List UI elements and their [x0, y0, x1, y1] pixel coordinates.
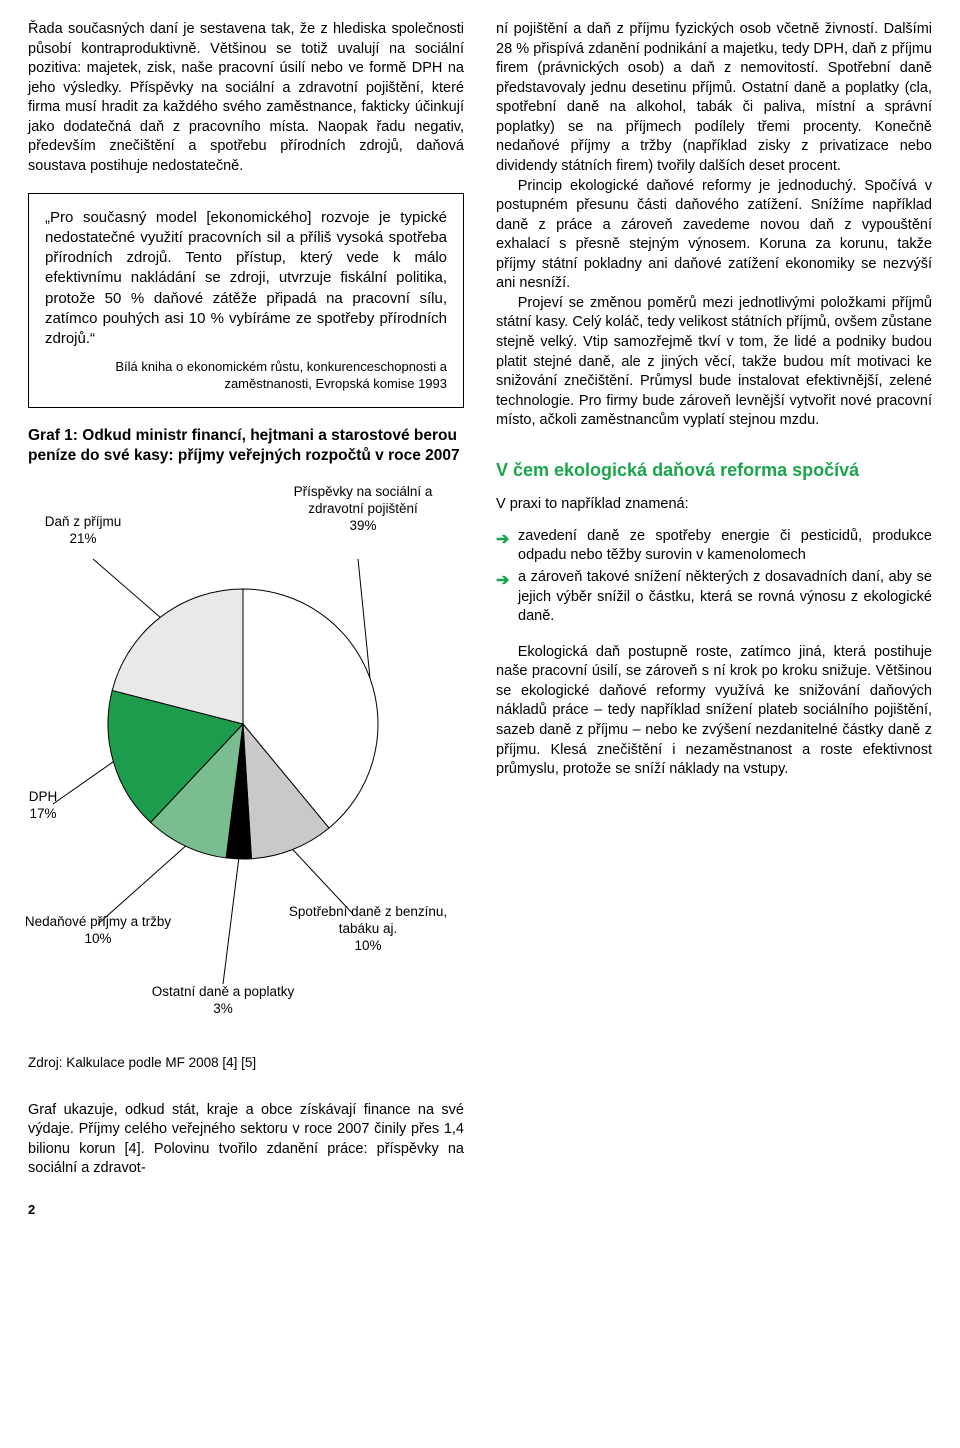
lead-in-text: V praxi to například znamená: [496, 495, 932, 515]
pie-chart: Daň z příjmu 21% Příspěvky na sociální a… [28, 484, 464, 1044]
body-paragraph: Graf ukazuje, odkud stát, kraje a obce z… [28, 1101, 464, 1179]
two-column-layout: Řada současných daní je sestavena tak, ž… [28, 20, 932, 1218]
body-paragraph: ní pojištění a daň z příjmu fyzických os… [496, 20, 932, 177]
arrow-right-icon: ➔ [496, 570, 509, 592]
pie-chart-svg [28, 484, 468, 1044]
list-item: ➔ zavedení daně ze spotřeby energie či p… [496, 527, 932, 566]
pull-quote-citation: Bílá kniha o ekonomickém růstu, konkuren… [45, 359, 447, 393]
bullet-list: ➔ zavedení daně ze spotřeby energie či p… [496, 527, 932, 627]
body-paragraph: Projeví se změnou poměrů mezi jednotlivý… [496, 294, 932, 431]
pull-quote-text: „Pro současný model [ekonomického] rozvo… [45, 208, 447, 350]
section-heading: V čem ekologická daňová reforma spočívá [496, 459, 932, 482]
page-number: 2 [28, 1201, 464, 1219]
list-item: ➔ a zároveň takové snížení některých z d… [496, 568, 932, 627]
body-paragraph: Ekologická daň postupně roste, zatímco j… [496, 643, 932, 780]
left-column: Řada současných daní je sestavena tak, ž… [28, 20, 464, 1218]
chart-title: Graf 1: Odkud ministr financí, hejtmani … [28, 426, 464, 466]
right-column: ní pojištění a daň z příjmu fyzických os… [496, 20, 932, 1218]
chart-source: Zdroj: Kalkulace podle MF 2008 [4] [5] [28, 1054, 464, 1072]
body-paragraph: Řada současných daní je sestavena tak, ž… [28, 20, 464, 177]
arrow-right-icon: ➔ [496, 529, 509, 551]
body-paragraph: Princip ekologické daňové reformy je jed… [496, 177, 932, 294]
pull-quote-box: „Pro současný model [ekonomického] rozvo… [28, 193, 464, 409]
